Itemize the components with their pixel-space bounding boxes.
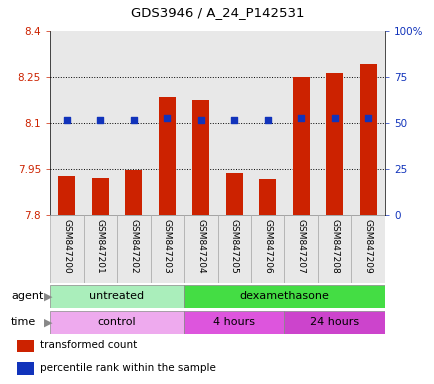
- Point: [130, 116, 137, 122]
- Point: [164, 115, 171, 121]
- Text: 24 hours: 24 hours: [309, 317, 358, 327]
- Bar: [158, 97, 175, 215]
- Bar: [17, 362, 34, 375]
- Bar: [184, 285, 384, 308]
- Bar: [326, 73, 342, 215]
- Bar: [83, 31, 117, 215]
- Bar: [184, 31, 217, 215]
- Bar: [50, 31, 83, 215]
- Text: GSM847203: GSM847203: [162, 219, 171, 273]
- Bar: [225, 173, 242, 215]
- Bar: [284, 215, 317, 283]
- Text: GSM847209: GSM847209: [363, 219, 372, 273]
- Text: untreated: untreated: [89, 291, 144, 301]
- Bar: [284, 311, 384, 334]
- Bar: [359, 64, 376, 215]
- Bar: [50, 311, 184, 334]
- Bar: [192, 100, 209, 215]
- Text: agent: agent: [11, 291, 43, 301]
- Bar: [292, 76, 309, 215]
- Bar: [83, 215, 117, 283]
- Bar: [50, 285, 184, 308]
- Bar: [17, 339, 34, 352]
- Bar: [250, 31, 284, 215]
- Bar: [317, 215, 351, 283]
- Point: [264, 116, 271, 122]
- Text: GSM847208: GSM847208: [329, 219, 339, 273]
- Text: dexamethasone: dexamethasone: [239, 291, 329, 301]
- Text: time: time: [11, 317, 36, 327]
- Bar: [184, 215, 217, 283]
- Bar: [125, 170, 142, 215]
- Bar: [351, 215, 384, 283]
- Bar: [150, 215, 184, 283]
- Bar: [150, 31, 184, 215]
- Text: GDS3946 / A_24_P142531: GDS3946 / A_24_P142531: [131, 6, 303, 19]
- Bar: [117, 215, 150, 283]
- Bar: [317, 31, 351, 215]
- Bar: [250, 215, 284, 283]
- Bar: [259, 179, 276, 215]
- Point: [331, 115, 338, 121]
- Point: [197, 116, 204, 122]
- Text: GSM847201: GSM847201: [95, 219, 105, 273]
- Bar: [217, 31, 250, 215]
- Bar: [92, 178, 108, 215]
- Point: [364, 115, 371, 121]
- Text: percentile rank within the sample: percentile rank within the sample: [40, 363, 215, 373]
- Point: [97, 116, 104, 122]
- Bar: [117, 31, 150, 215]
- Text: GSM847206: GSM847206: [263, 219, 272, 273]
- Text: GSM847205: GSM847205: [229, 219, 238, 273]
- Bar: [184, 311, 284, 334]
- Text: control: control: [98, 317, 136, 327]
- Bar: [284, 31, 317, 215]
- Bar: [217, 215, 250, 283]
- Text: GSM847202: GSM847202: [129, 219, 138, 273]
- Text: 4 hours: 4 hours: [213, 317, 255, 327]
- Bar: [50, 215, 83, 283]
- Point: [63, 116, 70, 122]
- Bar: [58, 176, 75, 215]
- Point: [230, 116, 237, 122]
- Text: GSM847200: GSM847200: [62, 219, 71, 273]
- Text: ▶: ▶: [43, 317, 52, 327]
- Text: GSM847207: GSM847207: [296, 219, 305, 273]
- Text: GSM847204: GSM847204: [196, 219, 205, 273]
- Point: [297, 115, 304, 121]
- Text: ▶: ▶: [43, 291, 52, 301]
- Bar: [351, 31, 384, 215]
- Text: transformed count: transformed count: [40, 340, 137, 350]
